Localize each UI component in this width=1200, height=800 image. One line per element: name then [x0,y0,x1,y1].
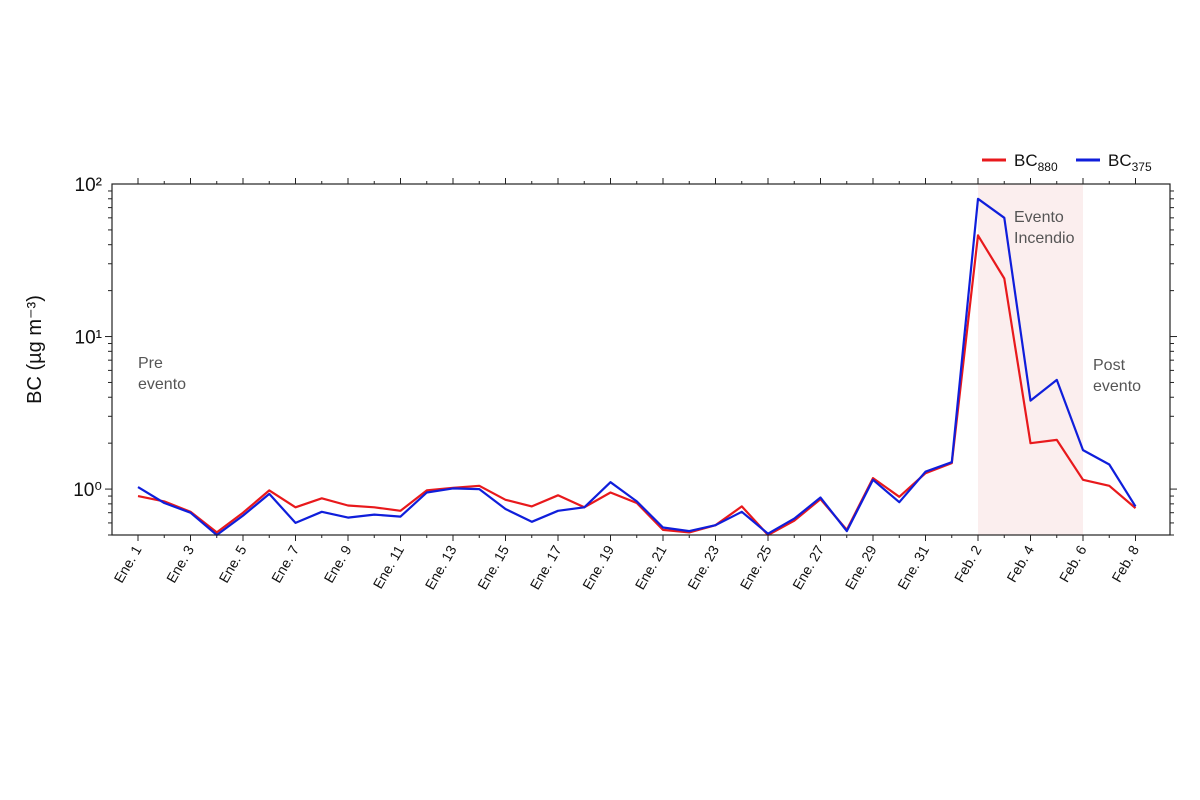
series-line-bc880 [137,234,1137,537]
x-tick-label: Ene. 25 [737,542,775,592]
x-tick-label: Ene. 29 [842,542,880,592]
x-tick-label: Ene. 31 [894,542,932,592]
fire-event-shaded-region [978,184,1083,535]
x-tick-label: Ene. 23 [684,542,722,592]
series-lines [137,197,1137,537]
legend-label: BC375 [1108,151,1152,174]
y-tick-label: 10¹ [75,328,102,349]
x-tick-label: Ene. 7 [268,542,302,585]
x-tick-label: Ene. 15 [474,542,512,592]
annotation-text: Pre [138,355,163,372]
annotation-text: Post [1093,357,1126,374]
x-tick-label: Ene. 21 [632,542,670,592]
y-tick-label: 10² [75,175,102,196]
plot-frame [111,183,1171,536]
x-tick-label: Ene. 27 [789,542,827,592]
x-tick-label: Ene. 1 [110,542,144,585]
legend: BC880 BC375 [982,151,1152,174]
annotations: Pre evento Evento Incendio Post evento [138,209,1141,395]
x-tick-label: Ene. 19 [579,542,617,592]
y-axis-ticks: 10⁰ 10¹ 10² [73,175,1177,536]
annotation-text: Incendio [1014,230,1075,247]
y-tick-label: 10⁰ [73,480,102,501]
x-tick-label: Ene. 11 [370,542,408,591]
annotation-text: evento [138,376,186,393]
x-tick-label: Feb. 8 [1108,542,1142,585]
annotation-text: evento [1093,378,1141,395]
x-tick-label: Feb. 2 [951,542,985,585]
series-line-bc375 [137,197,1137,537]
x-tick-label: Ene. 5 [215,542,249,585]
x-tick-label: Ene. 17 [527,542,565,592]
legend-label: BC880 [1014,151,1058,174]
x-tick-label: Feb. 4 [1003,542,1037,585]
x-tick-label: Feb. 6 [1056,542,1090,585]
x-tick-label: Ene. 9 [320,542,354,585]
x-tick-label: Ene. 3 [163,542,197,585]
annotation-text: Evento [1014,209,1064,226]
x-tick-label: Ene. 13 [422,542,460,592]
y-axis-label: BC (µg m⁻³) [24,295,46,404]
